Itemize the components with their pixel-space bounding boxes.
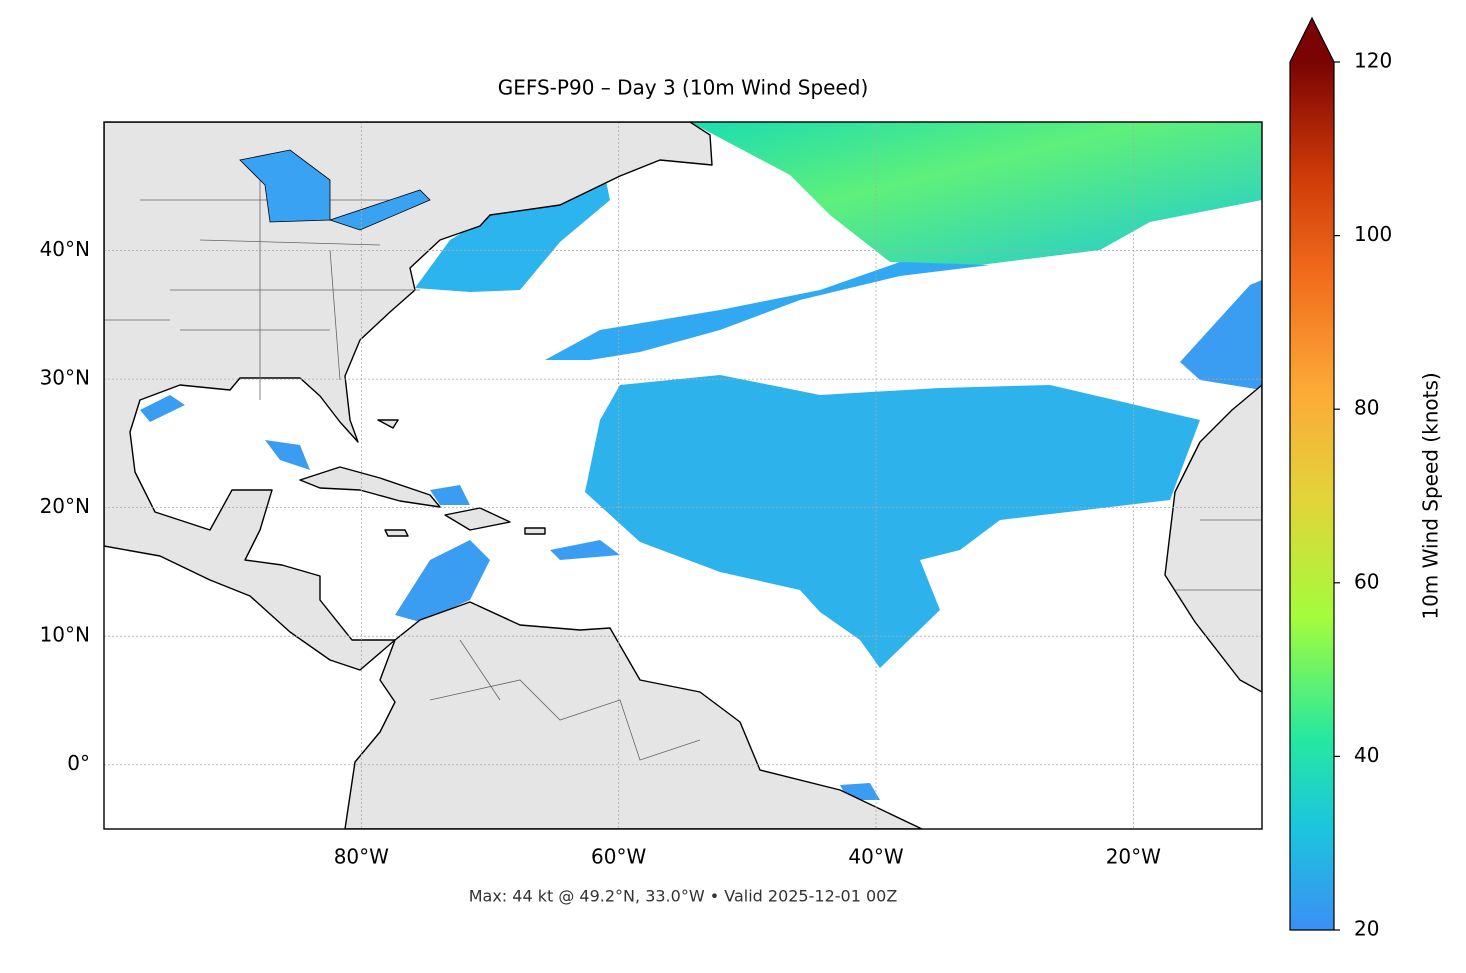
great-lakes bbox=[239, 149, 431, 231]
colorbar-gradient bbox=[1290, 62, 1334, 930]
chart-title: GEFS-P90 – Day 3 (10m Wind Speed) bbox=[498, 76, 869, 100]
wind-area bbox=[585, 375, 1200, 668]
x-tick-label: 60°W bbox=[591, 845, 646, 869]
north-america bbox=[104, 122, 713, 671]
y-tick-label: 0° bbox=[67, 751, 90, 775]
y-tick-label: 10°N bbox=[40, 623, 90, 647]
y-tick-label: 20°N bbox=[40, 494, 90, 518]
country-borders bbox=[429, 519, 1262, 761]
map bbox=[104, 122, 1262, 829]
colorbar: 20 40 60 80 100 120 10m Wind Speed (knots) bbox=[1289, 16, 1443, 941]
colorbar-tick-label: 20 bbox=[1354, 917, 1379, 941]
wind-area bbox=[690, 122, 1262, 265]
colorbar-tick-label: 120 bbox=[1354, 49, 1392, 73]
x-tick-label: 80°W bbox=[334, 845, 389, 869]
wind-area bbox=[545, 262, 990, 360]
africa bbox=[1164, 384, 1262, 693]
y-tick-label: 30°N bbox=[40, 366, 90, 390]
plot-frame bbox=[103, 121, 1263, 830]
islands bbox=[299, 419, 546, 537]
colorbar-frame bbox=[1289, 16, 1335, 931]
colorbar-extension bbox=[1290, 18, 1334, 62]
wind-area bbox=[265, 440, 620, 622]
colorbar-tick-label: 40 bbox=[1354, 743, 1379, 767]
grid bbox=[104, 122, 1262, 829]
wind-area bbox=[1180, 280, 1262, 390]
x-tick-label: 20°W bbox=[1106, 845, 1161, 869]
south-america bbox=[344, 601, 923, 829]
colorbar-tick-label: 60 bbox=[1354, 569, 1379, 593]
footer-note: Max: 44 kt @ 49.2°N, 33.0°W • Valid 2025… bbox=[469, 887, 898, 906]
colorbar-tick-label: 100 bbox=[1354, 222, 1392, 246]
y-tick-label: 40°N bbox=[40, 237, 90, 261]
wind-field bbox=[140, 122, 1262, 800]
land bbox=[104, 122, 1262, 829]
x-tick-label: 40°W bbox=[848, 845, 903, 869]
colorbar-label: 10m Wind Speed (knots) bbox=[1419, 372, 1443, 619]
colorbar-tick-label: 80 bbox=[1354, 396, 1379, 420]
